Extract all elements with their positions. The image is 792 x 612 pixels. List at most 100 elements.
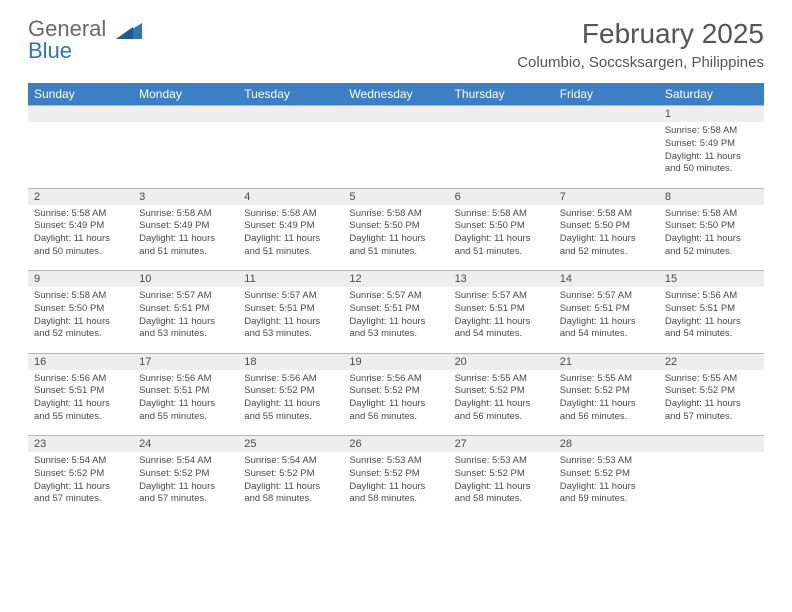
detail-cell: Sunrise: 5:53 AMSunset: 5:52 PMDaylight:… <box>554 452 659 518</box>
sunset-text: Sunset: 5:51 PM <box>139 385 232 398</box>
daylight2-text: and 50 minutes. <box>665 163 758 176</box>
daylight2-text: and 57 minutes. <box>139 493 232 506</box>
sunrise-text: Sunrise: 5:53 AM <box>455 455 548 468</box>
sunset-text: Sunset: 5:52 PM <box>560 385 653 398</box>
sunset-text: Sunset: 5:51 PM <box>34 385 127 398</box>
date-cell: 1 <box>659 106 764 123</box>
sunset-text: Sunset: 5:52 PM <box>665 385 758 398</box>
date-cell <box>133 106 238 123</box>
sunrise-text: Sunrise: 5:57 AM <box>455 290 548 303</box>
sunrise-text: Sunrise: 5:55 AM <box>455 373 548 386</box>
daylight1-text: Daylight: 11 hours <box>665 316 758 329</box>
date-cell: 16 <box>28 353 133 370</box>
sunrise-text: Sunrise: 5:58 AM <box>34 208 127 221</box>
sunrise-text: Sunrise: 5:56 AM <box>244 373 337 386</box>
detail-cell: Sunrise: 5:54 AMSunset: 5:52 PMDaylight:… <box>28 452 133 518</box>
detail-cell: Sunrise: 5:57 AMSunset: 5:51 PMDaylight:… <box>449 287 554 353</box>
detail-cell: Sunrise: 5:56 AMSunset: 5:51 PMDaylight:… <box>133 370 238 436</box>
daylight1-text: Daylight: 11 hours <box>665 151 758 164</box>
col-monday: Monday <box>133 83 238 106</box>
sunset-text: Sunset: 5:49 PM <box>665 138 758 151</box>
detail-cell: Sunrise: 5:57 AMSunset: 5:51 PMDaylight:… <box>238 287 343 353</box>
daylight2-text: and 51 minutes. <box>349 246 442 259</box>
col-wednesday: Wednesday <box>343 83 448 106</box>
daylight1-text: Daylight: 11 hours <box>139 316 232 329</box>
detail-cell: Sunrise: 5:58 AMSunset: 5:50 PMDaylight:… <box>659 205 764 271</box>
detail-cell: Sunrise: 5:58 AMSunset: 5:49 PMDaylight:… <box>238 205 343 271</box>
daylight2-text: and 58 minutes. <box>455 493 548 506</box>
daylight2-text: and 53 minutes. <box>244 328 337 341</box>
daylight2-text: and 51 minutes. <box>455 246 548 259</box>
date-cell: 28 <box>554 436 659 453</box>
daylight1-text: Daylight: 11 hours <box>455 233 548 246</box>
date-cell: 27 <box>449 436 554 453</box>
sunrise-text: Sunrise: 5:58 AM <box>244 208 337 221</box>
sunset-text: Sunset: 5:50 PM <box>349 220 442 233</box>
detail-row: Sunrise: 5:58 AMSunset: 5:49 PMDaylight:… <box>28 205 764 271</box>
sunset-text: Sunset: 5:49 PM <box>244 220 337 233</box>
col-tuesday: Tuesday <box>238 83 343 106</box>
sunset-text: Sunset: 5:52 PM <box>455 468 548 481</box>
date-cell: 20 <box>449 353 554 370</box>
calendar-body: 1Sunrise: 5:58 AMSunset: 5:49 PMDaylight… <box>28 106 764 519</box>
detail-cell <box>28 122 133 188</box>
sunrise-text: Sunrise: 5:57 AM <box>560 290 653 303</box>
daylight1-text: Daylight: 11 hours <box>139 398 232 411</box>
sunset-text: Sunset: 5:52 PM <box>455 385 548 398</box>
date-cell: 6 <box>449 188 554 205</box>
sunset-text: Sunset: 5:51 PM <box>455 303 548 316</box>
detail-cell: Sunrise: 5:54 AMSunset: 5:52 PMDaylight:… <box>238 452 343 518</box>
date-cell <box>659 436 764 453</box>
detail-cell: Sunrise: 5:58 AMSunset: 5:50 PMDaylight:… <box>554 205 659 271</box>
daylight1-text: Daylight: 11 hours <box>244 398 337 411</box>
sunrise-text: Sunrise: 5:54 AM <box>244 455 337 468</box>
sunset-text: Sunset: 5:52 PM <box>244 385 337 398</box>
date-cell: 5 <box>343 188 448 205</box>
daylight1-text: Daylight: 11 hours <box>560 398 653 411</box>
detail-cell <box>449 122 554 188</box>
daylight1-text: Daylight: 11 hours <box>34 481 127 494</box>
date-cell: 14 <box>554 271 659 288</box>
detail-cell: Sunrise: 5:56 AMSunset: 5:51 PMDaylight:… <box>28 370 133 436</box>
sunrise-text: Sunrise: 5:55 AM <box>665 373 758 386</box>
detail-cell <box>238 122 343 188</box>
date-cell: 23 <box>28 436 133 453</box>
date-row: 9101112131415 <box>28 271 764 288</box>
date-cell: 11 <box>238 271 343 288</box>
location-text: Columbio, Soccsksargen, Philippines <box>517 54 764 71</box>
detail-cell <box>343 122 448 188</box>
date-cell <box>28 106 133 123</box>
sunset-text: Sunset: 5:51 PM <box>244 303 337 316</box>
date-cell: 9 <box>28 271 133 288</box>
daylight1-text: Daylight: 11 hours <box>349 316 442 329</box>
sunset-text: Sunset: 5:52 PM <box>139 468 232 481</box>
date-row: 16171819202122 <box>28 353 764 370</box>
sunrise-text: Sunrise: 5:56 AM <box>665 290 758 303</box>
date-row: 1 <box>28 106 764 123</box>
detail-cell: Sunrise: 5:57 AMSunset: 5:51 PMDaylight:… <box>554 287 659 353</box>
col-saturday: Saturday <box>659 83 764 106</box>
detail-cell: Sunrise: 5:58 AMSunset: 5:50 PMDaylight:… <box>28 287 133 353</box>
date-cell: 17 <box>133 353 238 370</box>
brand-line2: Blue <box>28 38 72 63</box>
daylight1-text: Daylight: 11 hours <box>244 233 337 246</box>
sunrise-text: Sunrise: 5:57 AM <box>139 290 232 303</box>
date-row: 232425262728 <box>28 436 764 453</box>
sunrise-text: Sunrise: 5:54 AM <box>34 455 127 468</box>
daylight2-text: and 53 minutes. <box>349 328 442 341</box>
daylight2-text: and 56 minutes. <box>455 411 548 424</box>
sunset-text: Sunset: 5:50 PM <box>560 220 653 233</box>
date-cell: 25 <box>238 436 343 453</box>
daylight1-text: Daylight: 11 hours <box>560 316 653 329</box>
date-cell <box>554 106 659 123</box>
date-cell: 12 <box>343 271 448 288</box>
date-cell: 4 <box>238 188 343 205</box>
daylight1-text: Daylight: 11 hours <box>34 316 127 329</box>
daylight2-text: and 57 minutes. <box>34 493 127 506</box>
daylight1-text: Daylight: 11 hours <box>560 481 653 494</box>
sunrise-text: Sunrise: 5:55 AM <box>560 373 653 386</box>
detail-cell <box>133 122 238 188</box>
daylight2-text: and 52 minutes. <box>665 246 758 259</box>
day-header-row: Sunday Monday Tuesday Wednesday Thursday… <box>28 83 764 106</box>
daylight1-text: Daylight: 11 hours <box>560 233 653 246</box>
